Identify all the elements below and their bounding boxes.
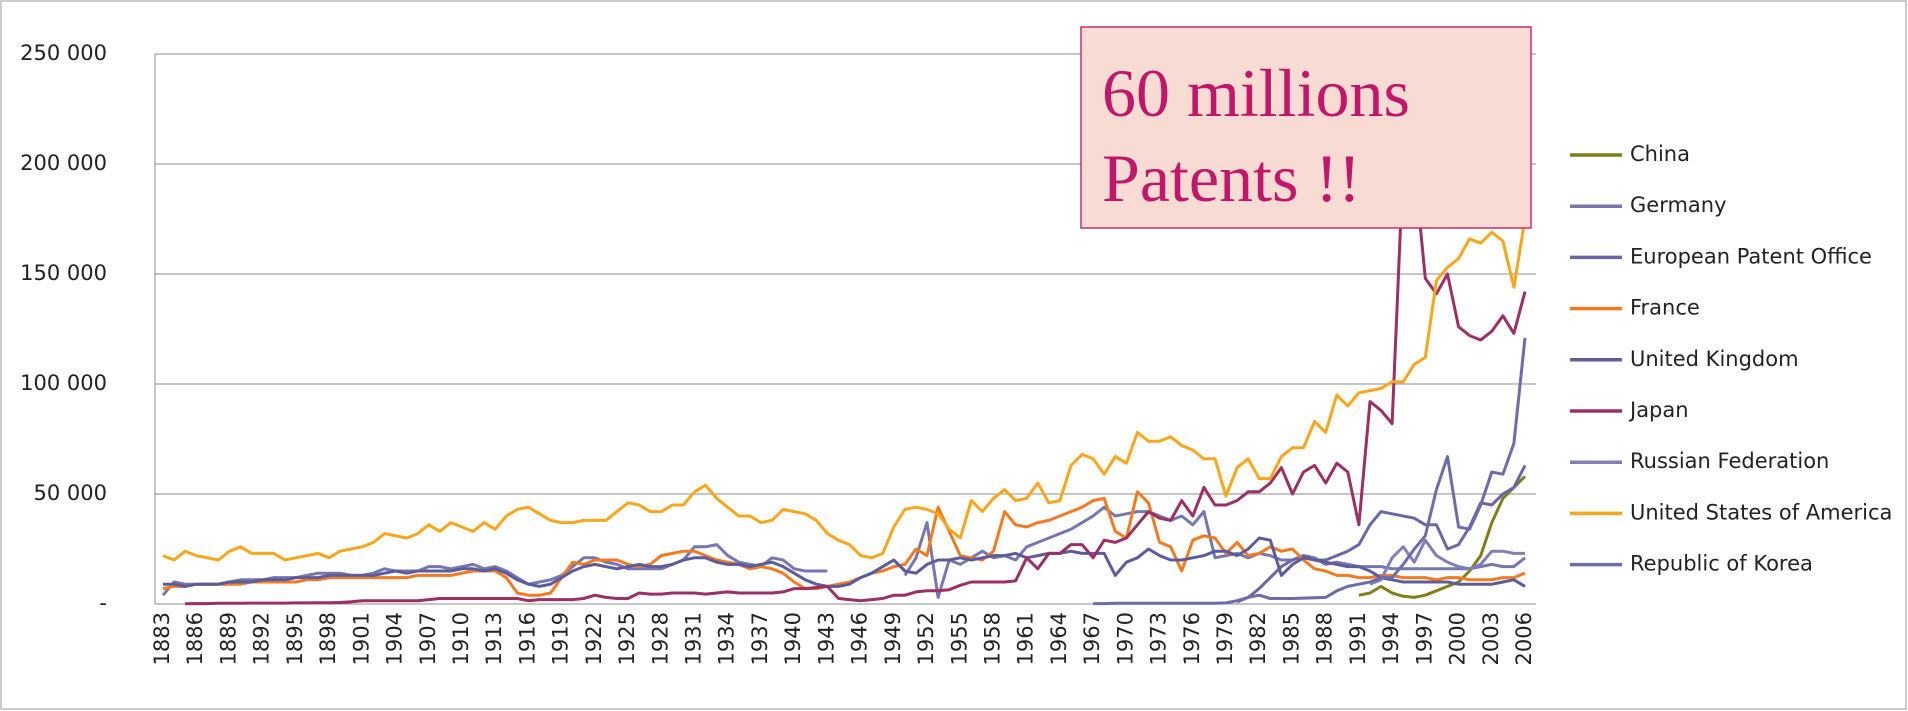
x-tick-label: 1895 — [283, 612, 307, 665]
x-tick-label: 1892 — [250, 612, 274, 665]
x-tick-label: 2000 — [1446, 612, 1470, 665]
x-tick-label: 1970 — [1113, 612, 1137, 665]
annotation-box — [1080, 26, 1532, 229]
x-tick-label: 1964 — [1047, 612, 1071, 665]
x-tick-label: 2003 — [1479, 612, 1503, 665]
x-tick-label: 1994 — [1379, 612, 1403, 665]
y-tick-label: 50 000 — [34, 481, 107, 505]
series-line — [1358, 475, 1527, 599]
x-tick-label: 1991 — [1346, 612, 1370, 665]
series-line — [185, 162, 1527, 606]
x-tick-label: 1976 — [1180, 612, 1204, 665]
series-line — [1093, 337, 1527, 606]
annotation: Patents !! — [1102, 140, 1361, 216]
legend-label: United States of America — [1630, 500, 1892, 524]
x-tick-label: 1967 — [1080, 612, 1104, 665]
x-tick-label: 1934 — [715, 612, 739, 665]
x-tick-label: 1916 — [515, 612, 539, 665]
series-line — [163, 536, 1526, 588]
legend: China Germany European Patent Office France… — [1570, 142, 1892, 576]
x-tick-label: 1958 — [980, 612, 1004, 665]
legend-label: France — [1630, 296, 1700, 320]
legend-label: Russian Federation — [1630, 449, 1829, 473]
x-tick-label: 1889 — [216, 612, 240, 665]
series-line — [162, 490, 1526, 597]
legend-label: European Patent Office — [1630, 244, 1872, 268]
y-tick-label: 250 000 — [20, 41, 107, 65]
y-tick-label: 200 000 — [20, 151, 107, 175]
x-tick-label: 1928 — [648, 612, 672, 665]
legend-label: Germany — [1630, 193, 1727, 217]
x-tick-label: 1952 — [914, 612, 938, 665]
x-tick-label: 1913 — [482, 612, 506, 665]
x-tick-label: 1961 — [1014, 612, 1038, 665]
legend-label: China — [1630, 142, 1690, 166]
y-tick-label: 150 000 — [20, 261, 107, 285]
x-tick-label: 1901 — [349, 612, 373, 665]
y-tick-label: 100 000 — [20, 371, 107, 395]
x-tick-label: 1955 — [947, 612, 971, 665]
x-tick-label: 1922 — [582, 612, 606, 665]
x-tick-label: 1973 — [1147, 612, 1171, 665]
x-tick-label: 1988 — [1313, 612, 1337, 665]
annotation: 60 millions — [1102, 55, 1410, 131]
x-tick-label: 1907 — [416, 612, 440, 665]
x-tick-label: 1904 — [383, 612, 407, 665]
x-tick-label: 1943 — [814, 612, 838, 665]
x-tick-label: 1937 — [748, 612, 772, 665]
legend-label: Japan — [1628, 398, 1689, 422]
x-tick-label: 1910 — [449, 612, 473, 665]
x-tick-label: 1883 — [150, 612, 174, 665]
x-tick-label: 1886 — [183, 612, 207, 665]
x-tick-label: 1919 — [549, 612, 573, 665]
x-tick-label: 1997 — [1412, 612, 1436, 665]
x-tick-label: 1979 — [1213, 612, 1237, 665]
x-tick-label: 1898 — [316, 612, 340, 665]
series-line — [1369, 538, 1525, 586]
y-tick-label: - — [99, 591, 107, 615]
x-tick-label: 1946 — [848, 612, 872, 665]
series-line — [161, 505, 1526, 599]
x-tick-label: 2006 — [1512, 612, 1536, 665]
x-tick-label: 1985 — [1279, 612, 1303, 665]
legend-label: Republic of Korea — [1630, 552, 1813, 576]
x-tick-label: 1940 — [781, 612, 805, 665]
x-tick-label: 1949 — [881, 612, 905, 665]
legend-label: United Kingdom — [1630, 347, 1799, 371]
x-tick-label: 1931 — [682, 612, 706, 665]
x-tick-label: 1982 — [1246, 612, 1270, 665]
x-tick-label: 1925 — [615, 612, 639, 665]
series-line — [162, 218, 1527, 562]
plot-area: - 50 000 100 000 150 000 200 000 250 000 1883 1… — [20, 41, 1536, 665]
